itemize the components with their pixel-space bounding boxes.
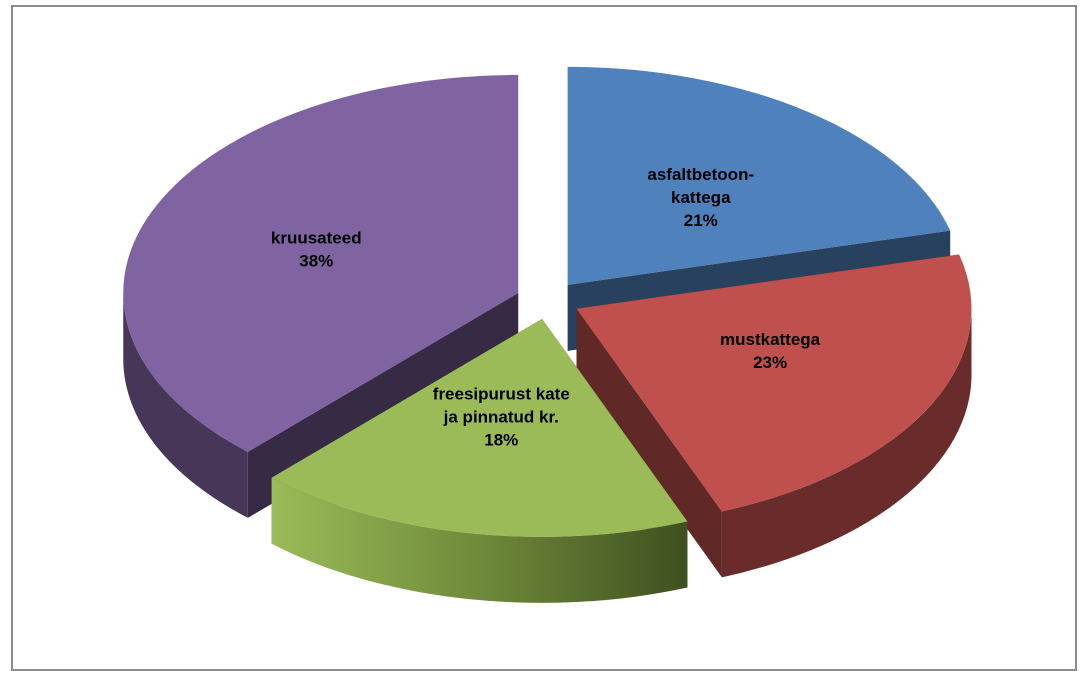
slice-category-label: mustkattega	[720, 330, 821, 349]
slice-percent-label: 38%	[299, 251, 333, 270]
slice-category-label: ja pinnatud kr.	[443, 408, 559, 427]
pie-slice-top	[123, 74, 519, 452]
pie-slice-rim	[123, 292, 248, 518]
slice-label-0: asfaltbetoon-kattega 21%	[647, 165, 754, 230]
slice-percent-label: 23%	[753, 353, 787, 372]
pie-slice-rim	[271, 477, 688, 603]
slice-category-label: kruusateed	[271, 228, 362, 247]
slice-percent-label: 21%	[684, 211, 718, 230]
pie-slice-top	[576, 254, 972, 512]
slice-label-1: mustkattega 23%	[720, 330, 821, 372]
pie-slice-2	[271, 318, 688, 603]
slice-category-label: freesipurust kate	[433, 385, 570, 404]
pie-slice-1	[576, 254, 972, 578]
slice-label-3: kruusateed 38%	[271, 228, 362, 270]
slice-percent-label: 18%	[484, 431, 518, 450]
pie-slice-top	[271, 318, 688, 537]
pie-slice-side-wall	[576, 308, 722, 578]
pie-slice-top	[567, 66, 951, 285]
pie-slice-rim	[721, 308, 972, 578]
slice-label-2: freesipurust kate ja pinnatud kr. 18%	[433, 385, 570, 450]
slice-category-label: asfaltbetoon-	[647, 165, 754, 184]
slice-category-label: kattega	[671, 188, 731, 207]
